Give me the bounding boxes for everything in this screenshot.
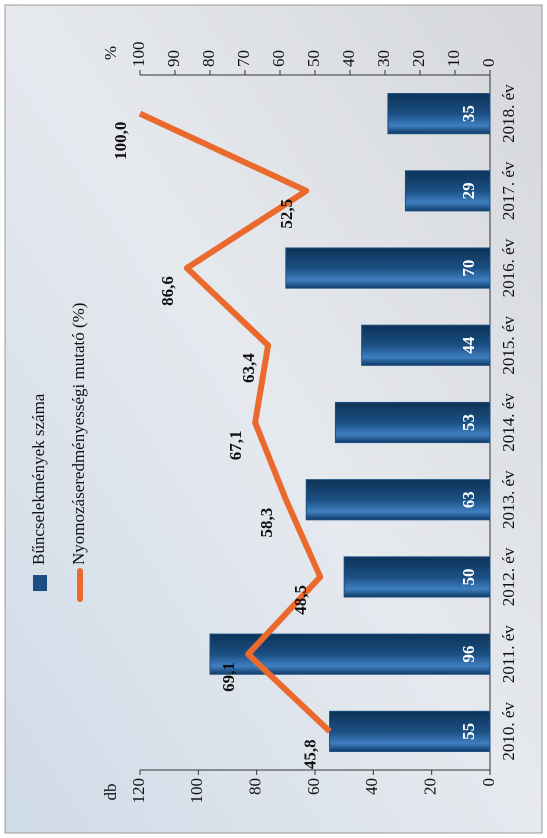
data-label: 100,0: [111, 122, 130, 160]
bar: [209, 633, 491, 675]
y-tick-label: 40: [362, 778, 381, 795]
bar-label: 35: [459, 105, 478, 122]
y2-tick-label: 20: [409, 50, 428, 67]
y2-tick-label: 30: [374, 50, 393, 67]
bar: [334, 401, 491, 444]
y2-tick-label: 80: [199, 50, 218, 67]
bar-label: 53: [459, 414, 478, 431]
legend-swatch: [33, 575, 47, 591]
y2-tick-label: 10: [444, 50, 463, 67]
y-tick-label: 60: [304, 778, 323, 795]
y-tick-label: 80: [246, 778, 265, 795]
bar-label: 55: [459, 723, 478, 740]
data-label: 86,6: [158, 276, 177, 306]
x-tick-label: 2014. év: [499, 393, 518, 452]
y2-tick-label: 0: [479, 59, 498, 68]
x-tick-label: 2018. év: [499, 84, 518, 143]
data-label: 67,1: [226, 431, 245, 461]
x-tick-label: 2012. év: [499, 547, 518, 606]
y2-axis-label: %: [101, 46, 120, 60]
bar: [305, 479, 491, 521]
x-tick-label: 2010. év: [499, 702, 518, 761]
legend-label: Nyomozáseredményességi mutató (%): [69, 303, 88, 565]
line: [138, 110, 332, 734]
x-tick-label: 2011. év: [499, 625, 518, 683]
bar-label: 44: [459, 336, 478, 354]
background: [4, 4, 543, 834]
bar-label: 70: [459, 260, 478, 277]
bar: [285, 247, 491, 289]
bar: [404, 170, 491, 212]
y2-tick-label: 90: [164, 50, 183, 67]
x-tick-label: 2016. év: [499, 238, 518, 297]
y-tick-label: 100: [187, 778, 206, 804]
bar: [361, 324, 491, 366]
bar: [387, 93, 491, 135]
x-tick-label: 2013. év: [499, 470, 518, 529]
y-tick-label: 120: [129, 778, 148, 804]
bar-label: 63: [459, 491, 478, 508]
y-tick-label: 0: [479, 778, 498, 787]
bar-label: 29: [459, 182, 478, 199]
x-tick-label: 2017. év: [499, 161, 518, 220]
y-tick-label: 20: [421, 778, 440, 795]
bar: [343, 556, 491, 598]
data-label: 63,4: [239, 353, 258, 383]
y2-tick-label: 60: [269, 50, 288, 67]
x-tick-label: 2015. év: [499, 316, 518, 375]
data-label: 69,1: [219, 662, 238, 692]
rotated-chart: 0 20 40 60 80 100 120 0 10 20 30 40 50 60 70 80 90 100 db%…: [4, 4, 543, 834]
data-label: 45,8: [301, 739, 320, 769]
y2-tick-label: 70: [234, 50, 253, 67]
data-label: 52,5: [277, 199, 296, 229]
data-label: 58,3: [257, 508, 276, 538]
y2-tick-label: 50: [304, 50, 323, 67]
bar-label: 96: [459, 646, 478, 663]
y-axis-label: db: [101, 784, 120, 801]
bar-label: 50: [459, 568, 478, 585]
data-label: 48,5: [291, 585, 310, 615]
y2-tick-label: 40: [339, 50, 358, 67]
y2-tick-label: 100: [129, 42, 148, 68]
legend-label: Bűncselekmények száma: [29, 393, 48, 565]
